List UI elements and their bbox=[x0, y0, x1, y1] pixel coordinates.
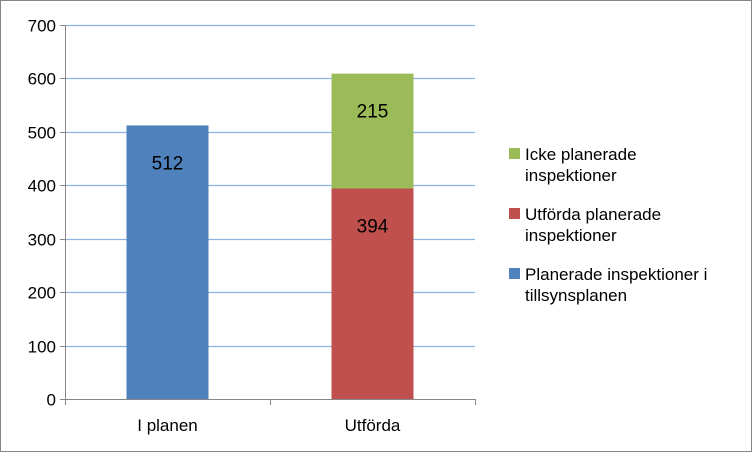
y-tick-label: 100 bbox=[28, 338, 56, 357]
y-tick-label: 200 bbox=[28, 284, 56, 303]
y-tick-label: 300 bbox=[28, 231, 56, 250]
y-tick-label: 500 bbox=[28, 124, 56, 143]
legend-item: Icke planerade inspektioner bbox=[509, 145, 637, 185]
data-label: 215 bbox=[357, 102, 389, 123]
legend-label: Planerade inspektioner i tillsynsplanen bbox=[525, 265, 707, 305]
legend-label: Utförda planerade inspektioner bbox=[525, 205, 661, 245]
bars bbox=[126, 73, 414, 400]
legend: Icke planerade inspektioner Utförda planer… bbox=[509, 145, 707, 305]
bar-i-planen-planerade-inspektioner-i-tillsynsplanen bbox=[126, 125, 209, 400]
y-tick-label: 700 bbox=[28, 17, 56, 36]
bar-utförda-utförda-planerade-inspektioner bbox=[331, 188, 414, 399]
legend-item: Planerade inspektioner i tillsynsplanen bbox=[509, 265, 707, 305]
x-tick-label: I planen bbox=[137, 416, 198, 435]
y-tick-label: 0 bbox=[47, 391, 56, 410]
axes: 0 100 200 300 400 500 600 700 I planen Utförda bbox=[28, 17, 476, 435]
bar-utförda-icke-planerade-inspektioner bbox=[331, 73, 414, 189]
x-tick-label: Utförda bbox=[345, 416, 401, 435]
data-labels: 512 394 215 bbox=[152, 102, 389, 238]
legend-swatch bbox=[509, 208, 520, 219]
y-tick-label: 600 bbox=[28, 70, 56, 89]
data-label: 394 bbox=[357, 216, 389, 237]
legend-swatch bbox=[509, 148, 520, 159]
y-tick-label: 400 bbox=[28, 177, 56, 196]
legend-label: Icke planerade inspektioner bbox=[525, 145, 637, 185]
legend-item: Utförda planerade inspektioner bbox=[509, 205, 661, 245]
data-label: 512 bbox=[152, 153, 184, 174]
legend-swatch bbox=[509, 268, 520, 279]
